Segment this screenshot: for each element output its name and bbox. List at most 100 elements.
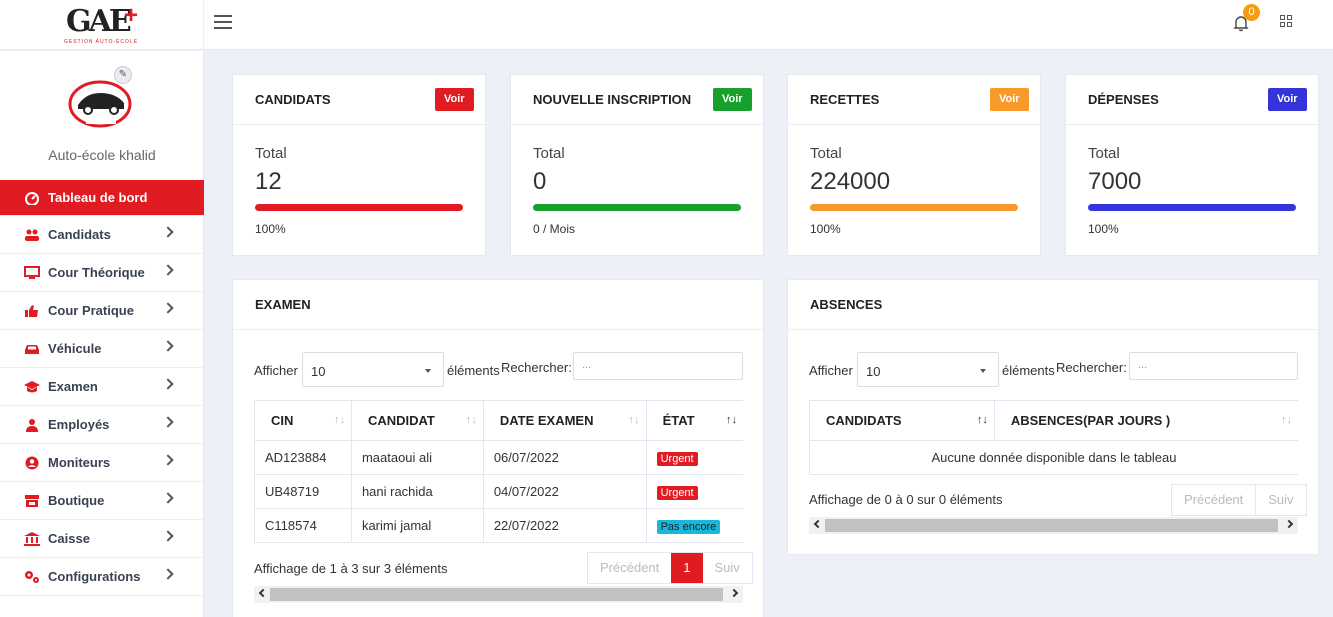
sidebar-item-examen[interactable]: Examen	[0, 368, 204, 406]
horizontal-scrollbar[interactable]	[254, 586, 743, 603]
voir-button[interactable]: Voir	[990, 88, 1029, 111]
stat-card-recettes: RECETTES Voir Total 224000 100%	[787, 74, 1041, 256]
stat-card-nouvelle-inscription: NOUVELLE INSCRIPTION Voir Total 0 0 / Mo…	[510, 74, 764, 256]
user-circle-icon	[25, 456, 39, 469]
scroll-right-icon[interactable]	[1284, 519, 1294, 529]
stat-value: 12	[255, 168, 282, 195]
pagination: Précédent Suiv	[1171, 484, 1307, 516]
examen-card: EXAMEN Afficher 10 éléments Rechercher: …	[232, 279, 764, 617]
logo-text: GAE	[66, 4, 132, 39]
cell-date: 06/07/2022	[483, 440, 647, 475]
scrollbar-thumb[interactable]	[825, 519, 1278, 532]
sidebar-item-boutique[interactable]: Boutique	[0, 482, 204, 520]
search-label: Rechercher:	[1056, 360, 1127, 375]
card-title: DÉPENSES Voir	[1066, 75, 1318, 125]
page-button-1[interactable]: 1	[671, 553, 703, 583]
chevron-right-icon	[162, 226, 174, 238]
sidebar-item-employes[interactable]: Employés	[0, 406, 204, 444]
bell-icon[interactable]	[1232, 14, 1250, 32]
search-label: Rechercher:	[501, 360, 572, 375]
brand-logo[interactable]: GAE + GESTION AUTO-ÉCOLE	[62, 2, 146, 46]
header-label: CANDIDATS	[826, 413, 902, 428]
table-row-empty: Aucune donnée disponible dans le tableau	[809, 440, 1298, 475]
logo-subtitle: GESTION AUTO-ÉCOLE	[64, 39, 139, 45]
voir-button[interactable]: Voir	[1268, 88, 1307, 111]
empty-message: Aucune donnée disponible dans le tableau	[809, 440, 1298, 475]
next-button[interactable]: Suiv	[1255, 485, 1305, 515]
sidebar-item-label: Moniteurs	[48, 455, 111, 470]
chevron-right-icon	[162, 492, 174, 504]
table-row: AD123884 maataoui ali 06/07/2022 Urgent	[254, 440, 743, 475]
scroll-right-icon[interactable]	[729, 588, 739, 598]
next-button[interactable]: Suiv	[714, 560, 740, 575]
sidebar-item-moniteurs[interactable]: Moniteurs	[0, 444, 204, 482]
voir-button[interactable]: Voir	[713, 88, 752, 111]
scrollbar-thumb[interactable]	[270, 588, 723, 601]
sidebar-item-tableau-de-bord[interactable]: Tableau de bord	[0, 180, 204, 216]
column-header-cin[interactable]: CIN ↑↓	[254, 400, 352, 441]
apps-grid-icon[interactable]	[1280, 15, 1292, 27]
header-label: CIN	[271, 413, 294, 428]
stat-footer: 100%	[1088, 222, 1119, 236]
stat-progress-bar	[255, 204, 463, 211]
previous-button[interactable]: Précédent	[600, 560, 660, 575]
sidebar-item-label: Candidats	[48, 227, 111, 242]
header-label: ÉTAT	[662, 413, 695, 428]
page-size-select[interactable]: 10	[857, 352, 999, 387]
edit-profile-button[interactable]: ✎	[114, 66, 132, 84]
sidebar-item-caisse[interactable]: Caisse	[0, 520, 204, 558]
sidebar-item-cour-theorique[interactable]: Cour Théorique	[0, 254, 204, 292]
chevron-right-icon	[162, 302, 174, 314]
examen-table: CIN ↑↓ CANDIDAT ↑↓ DATE EXAMEN ↑↓ ÉTAT ↑↓ AD…	[254, 400, 743, 543]
graduation-cap-icon	[24, 380, 40, 392]
menu-toggle-icon[interactable]	[214, 15, 232, 31]
sidebar-item-candidats[interactable]: Candidats	[0, 216, 204, 254]
cell-cin: C118574	[254, 508, 352, 543]
stat-total-label: Total	[255, 145, 287, 162]
column-header-date-examen[interactable]: DATE EXAMEN ↑↓	[483, 400, 647, 441]
sidebar-item-label: Cour Pratique	[48, 303, 134, 318]
stat-progress-bar	[810, 204, 1018, 211]
column-header-candidats[interactable]: CANDIDATS ↑↓	[809, 400, 995, 441]
stat-value: 0	[533, 168, 547, 195]
sort-icon: ↑↓	[465, 414, 477, 426]
sidebar-item-label: Cour Théorique	[48, 265, 145, 280]
search-input[interactable]: ...	[573, 352, 743, 380]
school-name: Auto-école khalid	[48, 147, 156, 163]
stat-value: 224000	[810, 168, 891, 195]
chevron-right-icon	[162, 340, 174, 352]
column-header-candidat[interactable]: CANDIDAT ↑↓	[351, 400, 484, 441]
logo-area: GAE + GESTION AUTO-ÉCOLE	[0, 0, 204, 50]
stat-value: 7000	[1088, 168, 1142, 195]
sidebar-item-label: Configurations	[48, 569, 141, 584]
store-icon	[25, 494, 39, 507]
search-input[interactable]: ...	[1129, 352, 1298, 380]
elements-label: éléments	[447, 363, 500, 378]
horizontal-scrollbar[interactable]	[809, 517, 1298, 534]
thumbs-up-icon	[25, 304, 38, 317]
stat-total-label: Total	[533, 145, 565, 162]
stat-progress-bar	[533, 204, 741, 211]
sidebar-item-label: Boutique	[48, 493, 105, 508]
sidebar-item-configurations[interactable]: Configurations	[0, 558, 204, 596]
stat-card-depenses: DÉPENSES Voir Total 7000 100%	[1065, 74, 1319, 256]
card-title: RECETTES Voir	[788, 75, 1040, 125]
sidebar-item-label: Tableau de bord	[48, 190, 148, 205]
sidebar-item-vehicule[interactable]: Véhicule	[0, 330, 204, 368]
sidebar-item-label: Véhicule	[48, 341, 102, 356]
scroll-left-icon[interactable]	[258, 588, 268, 598]
page-size-select[interactable]: 10	[302, 352, 444, 387]
monitor-icon	[24, 265, 40, 279]
chevron-right-icon	[162, 416, 174, 428]
column-header-absences[interactable]: ABSENCES(PAR JOURS ) ↑↓	[994, 400, 1298, 441]
scroll-left-icon[interactable]	[813, 519, 823, 529]
show-label: Afficher	[809, 363, 853, 378]
column-header-etat[interactable]: ÉTAT ↑↓	[646, 400, 743, 441]
table-info: Affichage de 0 à 0 sur 0 éléments	[809, 492, 1003, 507]
absences-table: CANDIDATS ↑↓ ABSENCES(PAR JOURS ) ↑↓ Aucun…	[809, 400, 1298, 475]
voir-button[interactable]: Voir	[435, 88, 474, 111]
chevron-right-icon	[162, 454, 174, 466]
previous-button[interactable]: Précédent	[1184, 492, 1244, 507]
sort-icon: ↑↓	[726, 414, 737, 426]
sidebar-item-cour-pratique[interactable]: Cour Pratique	[0, 292, 204, 330]
